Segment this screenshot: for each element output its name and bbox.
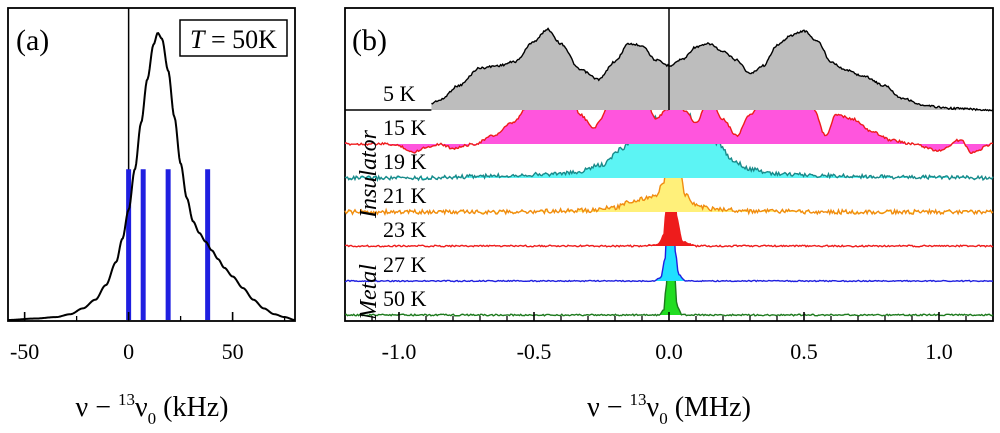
legend-text: T = 50K — [190, 25, 277, 54]
trace-label: 19 K — [383, 149, 427, 174]
a-xtick-label-0: -50 — [10, 339, 39, 364]
trace-label: 21 K — [383, 183, 427, 208]
panel-b-xlabel: ν − 13ν0 (MHz) — [587, 390, 751, 428]
trace-label: 27 K — [383, 252, 427, 277]
panel-a-xlabel: ν − 13ν0 (kHz) — [76, 390, 229, 428]
spectrum-curve — [7, 31, 296, 321]
b-xtick-label-3: 0.5 — [790, 339, 818, 364]
b-xtick-label-4: 1.0 — [925, 339, 953, 364]
xlabel-b-sup: 13 — [630, 390, 647, 409]
trace-line — [431, 27, 994, 112]
panel-a: (a) T = 50K -50 0 50 ν − 13ν0 (kHz) — [7, 7, 296, 428]
a-xtick-label-2: 50 — [222, 339, 244, 364]
legend-value: 50K — [232, 25, 277, 54]
xlabel-a-sub: 0 — [148, 409, 157, 428]
xlabel-b-sub: 0 — [659, 409, 668, 428]
b-xtick-label-0: -1.0 — [382, 339, 417, 364]
xlabel-a-nu: ν — [135, 392, 148, 423]
legend-symbol: T — [190, 25, 206, 54]
legend-box-frame — [179, 19, 288, 57]
xlabel-b-unit: (MHz) — [668, 392, 751, 423]
trace-label: 5 K — [383, 81, 416, 106]
legend-box: T = 50K — [179, 19, 288, 57]
xlabel-a-main: ν − — [76, 392, 118, 423]
trace-label: 23 K — [383, 217, 427, 242]
xlabel-a-sup: 13 — [118, 390, 135, 409]
legend-equals: = — [204, 25, 232, 54]
panel-a-label: (a) — [16, 24, 49, 57]
phase-label-insulator: Insulator — [356, 129, 382, 219]
xlabel-b-nu: ν — [647, 392, 660, 423]
phase-label-metal: Metal — [356, 264, 382, 321]
trace-5-K — [345, 27, 994, 112]
b-xtick-label-1: -0.5 — [517, 339, 552, 364]
xlabel-a-unit: (kHz) — [156, 392, 228, 423]
trace-label: 50 K — [383, 286, 427, 311]
b-xtick-label-2: 0.0 — [655, 339, 683, 364]
trace-fill — [431, 28, 993, 111]
trace-label: 15 K — [383, 115, 427, 140]
panel-b: (b) 50 K 27 K 23 K 21 K 19 K 15 K 5 K -1.0 -0.5… — [344, 7, 994, 428]
panel-a-frame — [7, 7, 296, 322]
xlabel-b-main: ν − — [587, 392, 629, 423]
panel-b-label: (b) — [352, 24, 387, 57]
a-xtick-label-1: 0 — [123, 339, 134, 364]
